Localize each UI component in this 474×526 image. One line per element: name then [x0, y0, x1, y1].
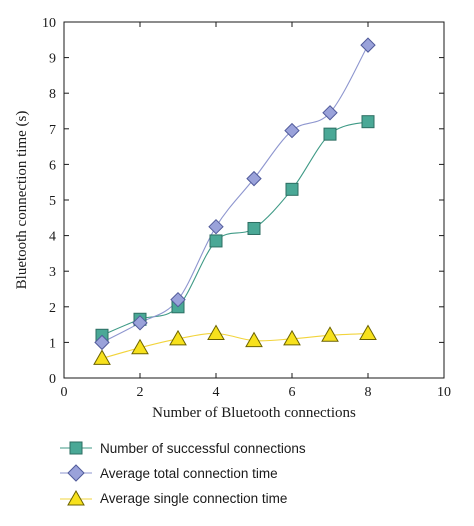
- data-point-diamond: [246, 170, 262, 187]
- data-point-triangle: [283, 329, 301, 346]
- x-tick-label: 8: [365, 385, 372, 400]
- legend-marker-square: [69, 441, 83, 455]
- legend-item-single-connection-time: Average single connection time: [60, 489, 287, 506]
- data-point-diamond: [284, 122, 300, 139]
- data-point-triangle: [359, 324, 377, 340]
- series-lines: [101, 44, 369, 359]
- data-point-diamond: [170, 291, 186, 308]
- x-tick-label: 10: [437, 385, 451, 400]
- y-tick-labels: 0 1 2 3 4 5 6 7 8 9 10: [42, 16, 56, 387]
- x-tick-label: 0: [61, 385, 68, 400]
- legend-label-total-connection-time: Average total connection time: [100, 466, 278, 481]
- axis-ticks: [63, 21, 445, 379]
- y-tick-label: 3: [49, 265, 56, 280]
- data-point-triangle: [169, 329, 187, 346]
- data-point-square: [323, 127, 337, 141]
- data-point-triangle: [131, 338, 149, 355]
- data-point-diamond: [208, 218, 224, 235]
- legend-marker-triangle: [67, 489, 85, 506]
- data-point-square: [209, 234, 223, 248]
- data-point-diamond: [360, 37, 376, 53]
- series-markers: [93, 37, 377, 365]
- legend-marker-diamond: [67, 464, 85, 482]
- y-axis-title: Bluetooth connection time (s): [14, 111, 30, 290]
- data-point-square: [247, 221, 261, 235]
- legend-label-single-connection-time: Average single connection time: [100, 491, 287, 506]
- y-tick-label: 2: [49, 301, 56, 316]
- y-tick-label: 4: [49, 230, 56, 245]
- series-line-total-connection-time: [101, 44, 369, 343]
- y-tick-label: 1: [49, 336, 56, 351]
- x-tick-label: 6: [289, 385, 296, 400]
- legend-label-successful-connections: Number of successful connections: [100, 441, 306, 456]
- y-tick-label: 0: [49, 372, 56, 387]
- plot-area-frame: [63, 21, 445, 379]
- data-point-diamond: [132, 315, 148, 331]
- data-point-diamond: [94, 334, 110, 351]
- data-point-square: [361, 115, 375, 129]
- data-point-triangle: [207, 324, 225, 340]
- legend-item-total-connection-time: Average total connection time: [60, 464, 278, 482]
- data-point-diamond: [322, 105, 338, 121]
- x-tick-label: 4: [213, 385, 220, 400]
- y-tick-label: 8: [49, 87, 56, 102]
- x-tick-labels: 0 2 4 6 8 10: [61, 385, 452, 400]
- y-tick-label: 5: [49, 194, 56, 209]
- data-point-square: [285, 182, 299, 196]
- data-point-triangle: [245, 331, 263, 348]
- y-tick-label: 7: [49, 123, 56, 138]
- legend: Number of successful connections Average…: [60, 441, 306, 506]
- data-point-triangle: [93, 349, 111, 365]
- data-point-triangle: [321, 326, 339, 342]
- x-axis-title: Number of Bluetooth connections: [152, 405, 356, 421]
- x-tick-label: 2: [137, 385, 144, 400]
- y-tick-label: 6: [49, 158, 56, 173]
- y-tick-label: 10: [42, 16, 56, 31]
- series-line-successful-connections: [101, 121, 369, 336]
- y-tick-label: 9: [49, 52, 56, 67]
- legend-item-successful-connections: Number of successful connections: [60, 441, 306, 456]
